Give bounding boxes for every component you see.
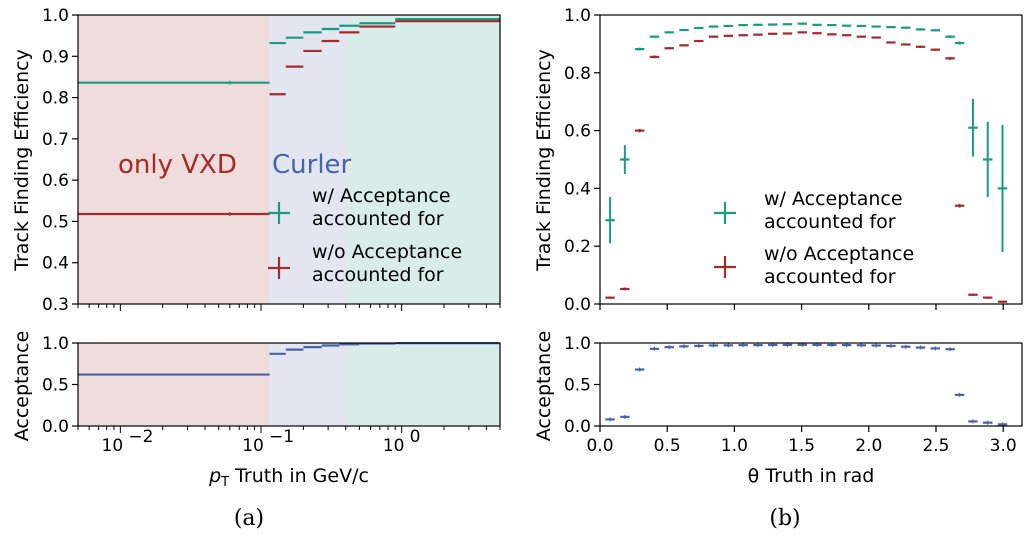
legend-marker-without-acceptance-b [714,256,736,278]
panel-b-top: w/ Acceptance accounted for w/o Acceptan… [533,6,1022,315]
legend-without-line2: accounted for [312,264,444,286]
y-tick-label: 1.0 [42,334,69,354]
legend-b-without-line1: w/o Acceptance [764,243,914,265]
x-tick-exponent: −2 [128,427,153,447]
x-tick-label: 10 [242,436,264,456]
region-high-pt-bottom [349,343,500,426]
legend-b: w/ Acceptance accounted for w/o Acceptan… [714,188,914,288]
x-tick-label: 0.0 [586,436,613,456]
legend-marker-with-acceptance-b [714,202,736,224]
legend-b-with-line1: w/ Acceptance [764,188,903,210]
y-tick-label: 0.0 [564,417,591,437]
x-tick-exponent: 0 [410,427,421,447]
region-label-only-vxd: only VXD [118,150,237,180]
legend-with-line1: w/ Acceptance [312,185,451,207]
x-ticks-a-bottom: 10 −2 10 −1 10 0 [78,426,500,456]
x-tick-label: 1.0 [721,436,748,456]
y-tick-label: 0.4 [42,254,69,274]
ylabel-b-top: Track Finding Efficiency [533,49,555,272]
x-ticks-a-top [78,304,500,311]
y-ticks-a-bottom: 0.0 0.5 1.0 [42,334,78,437]
x-tick-label: 3.0 [990,436,1017,456]
xlabel-a: pT Truth in GeV/c [208,465,369,490]
legend-b-with-line2: accounted for [764,211,896,233]
y-tick-label: 1.0 [564,6,591,26]
y-ticks-b-top: 0.0 0.2 0.4 0.6 0.8 1.0 [564,6,600,315]
y-tick-label: 0.2 [564,237,591,257]
xlabel-b: θ Truth in rad [748,465,875,487]
x-tick-exponent: −1 [269,427,294,447]
x-tick-label: 2.0 [855,436,882,456]
x-tick-label: 1.5 [788,436,815,456]
legend-b-without-line2: accounted for [764,266,896,288]
y-tick-label: 0.5 [42,376,69,396]
x-tick-label: 10 [102,436,124,456]
y-tick-label: 0.0 [42,417,69,437]
ylabel-b-bottom: Acceptance [533,331,555,442]
panel-a-bottom: 0.00.51.0 10 −2 10 −1 10 0 Acceptance pT Trut… [11,331,500,490]
y-tick-label: 0.9 [42,47,69,67]
region-curler-bottom [270,343,349,426]
region-only-vxd-bottom [78,343,270,426]
x-tick-label: 10 [383,436,405,456]
y-tick-label: 0.5 [564,376,591,396]
caption-b: (b) [769,506,800,531]
caption-a: (a) [234,506,264,531]
y-tick-label: 0.6 [42,171,69,191]
x-tick-label: 2.5 [922,436,949,456]
ylabel-a-bottom: Acceptance [11,331,33,442]
y-ticks-b-bottom: 0.0 0.5 1.0 [564,334,600,437]
y-tick-label: 0.4 [564,179,591,199]
region-label-curler: Curler [272,150,352,180]
y-tick-label: 1.0 [42,6,69,26]
y-tick-label: 0.5 [42,212,69,232]
acceptance-series-b [605,343,1007,427]
y-tick-label: 0.6 [564,122,591,142]
x-ticks-b-bottom: 0.0 0.5 1.0 1.5 2.0 2.5 3.0 [586,426,1016,456]
ylabel-a-top: Track Finding Efficiency [11,49,33,272]
panel-b-bottom: 0.0 0.5 1.0 0.0 0.5 1.0 1.5 2.0 2.5 3.0 Acceptan… [533,331,1022,487]
y-tick-label: 0.0 [564,295,591,315]
axes-frame-b-bottom [600,343,1022,426]
y-tick-label: 0.8 [564,64,591,84]
x-tick-label: 0.5 [654,436,681,456]
y-tick-label: 1.0 [564,334,591,354]
y-tick-label: 0.7 [42,130,69,150]
panel-a-top: only VXD Curler w/ Acceptance accounted … [11,6,500,315]
legend-with-line2: accounted for [312,208,444,230]
x-ticks-b-top [600,304,1003,310]
y-tick-label: 0.8 [42,89,69,109]
legend-without-line1: w/o Acceptance [312,241,462,263]
y-ticks-a-top: 0.3 0.4 0.5 0.6 0.7 0.8 0.9 1.0 [42,6,78,315]
y-tick-label: 0.3 [42,295,69,315]
